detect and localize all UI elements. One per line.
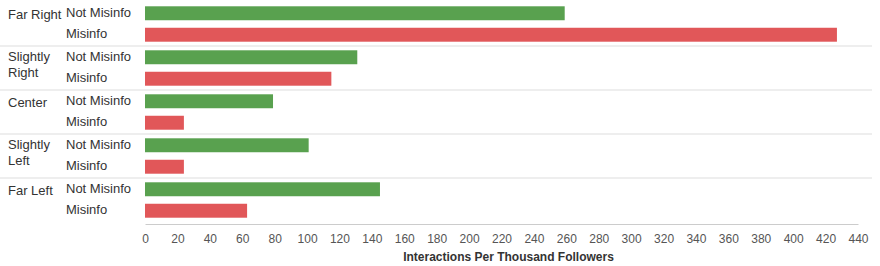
tick-label: 400: [784, 232, 804, 246]
tick: 400: [784, 224, 804, 246]
tick: 40: [204, 224, 218, 246]
bar: [145, 28, 837, 42]
x-axis: 0 20 40 60 80 100 120 140 160 180 200 220 240 260 280 3…: [142, 224, 869, 246]
tick: 220: [492, 224, 512, 246]
tick: 320: [654, 224, 674, 246]
tick: 240: [524, 224, 544, 246]
bar: [145, 182, 380, 196]
tick: 300: [622, 224, 642, 246]
bar: [145, 50, 357, 64]
chart: Far Right SlightlyRight Center SlightlyLeft…: [0, 0, 880, 266]
tick-label: 140: [362, 232, 382, 246]
tick-label: 240: [524, 232, 544, 246]
tick-label: 20: [171, 232, 185, 246]
tick: 100: [298, 224, 318, 246]
bar: [145, 116, 184, 130]
tick: 360: [719, 224, 739, 246]
tick: 260: [557, 224, 577, 246]
category-label: SlightlyRight: [8, 49, 50, 80]
category-label: Center: [8, 95, 48, 110]
tick-label: 380: [751, 232, 771, 246]
series-label: Misinfo: [66, 114, 107, 129]
tick-label: 80: [268, 232, 282, 246]
tick: 180: [427, 224, 447, 246]
tick-label: 360: [719, 232, 739, 246]
bar: [145, 160, 184, 174]
tick: 280: [589, 224, 609, 246]
bar: [145, 204, 247, 218]
tick: 20: [171, 224, 185, 246]
category-label: Far Left: [8, 183, 53, 198]
bar: [145, 6, 565, 20]
separator: [0, 134, 872, 135]
series-label: Misinfo: [66, 158, 107, 173]
series-labels: Not Misinfo Misinfo Not Misinfo Misinfo Not …: [66, 5, 131, 217]
tick-label: 160: [395, 232, 415, 246]
tick-label: 420: [816, 232, 836, 246]
series-label: Misinfo: [66, 202, 107, 217]
bar: [145, 72, 331, 86]
tick: 120: [330, 224, 350, 246]
tick: 340: [686, 224, 706, 246]
tick-label: 280: [589, 232, 609, 246]
tick-label: 260: [557, 232, 577, 246]
bars: [145, 6, 837, 217]
tick: 380: [751, 224, 771, 246]
series-label: Not Misinfo: [66, 49, 131, 64]
series-label: Not Misinfo: [66, 5, 131, 20]
tick: 420: [816, 224, 836, 246]
tick: 80: [268, 224, 282, 246]
tick-label: 220: [492, 232, 512, 246]
series-label: Not Misinfo: [66, 137, 131, 152]
separator: [0, 178, 872, 179]
tick-label: 340: [686, 232, 706, 246]
tick-label: 120: [330, 232, 350, 246]
tick-label: 320: [654, 232, 674, 246]
category-label: SlightlyLeft: [8, 137, 50, 168]
tick-label: 100: [298, 232, 318, 246]
tick: 440: [848, 224, 868, 246]
separators: [0, 46, 872, 178]
category-labels: Far Right SlightlyRight Center SlightlyLeft…: [8, 7, 62, 198]
tick: 60: [236, 224, 250, 246]
bar: [145, 94, 273, 108]
tick: 0: [142, 224, 149, 246]
bar: [145, 138, 309, 152]
tick-label: 180: [427, 232, 447, 246]
category-label: Far Right: [8, 7, 62, 22]
tick-label: 440: [848, 232, 868, 246]
tick: 200: [460, 224, 480, 246]
separator: [0, 90, 872, 91]
series-label: Misinfo: [66, 26, 107, 41]
series-label: Not Misinfo: [66, 181, 131, 196]
series-label: Misinfo: [66, 70, 107, 85]
tick-label: 300: [622, 232, 642, 246]
tick: 140: [362, 224, 382, 246]
tick: 160: [395, 224, 415, 246]
axis-line: [146, 224, 859, 225]
tick-label: 40: [204, 232, 218, 246]
series-label: Not Misinfo: [66, 93, 131, 108]
tick-label: 200: [460, 232, 480, 246]
tick-label: 60: [236, 232, 250, 246]
tick-label: 0: [142, 232, 149, 246]
axis-title: Interactions Per Thousand Followers: [403, 250, 614, 264]
separator: [0, 46, 872, 47]
